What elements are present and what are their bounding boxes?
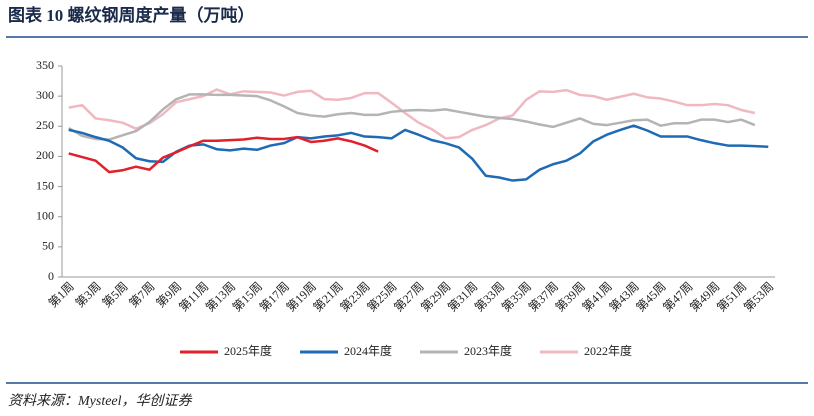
series-line: [68, 135, 379, 174]
x-tick-label: 第37周: [526, 279, 561, 314]
x-tick-label: 第17周: [257, 279, 292, 314]
y-tick-label: 100: [36, 208, 54, 222]
x-tick-label: 第33周: [472, 279, 507, 314]
x-tick-label: 第27周: [391, 279, 426, 314]
y-tick-label: 0: [48, 269, 54, 283]
x-tick-label: 第49周: [687, 279, 722, 314]
x-tick-label: 第43周: [606, 279, 641, 314]
chart-title: 图表 10 螺纹钢周度产量（万吨）: [8, 5, 255, 25]
x-tick-label: 第51周: [714, 279, 749, 314]
y-tick-label: 50: [42, 239, 54, 253]
x-tick-label: 第35周: [499, 279, 534, 314]
series-line: [68, 88, 756, 140]
x-tick-label: 第1周: [46, 279, 77, 310]
x-tick-label: 第15周: [230, 279, 265, 314]
x-tick-label: 第21周: [310, 279, 345, 314]
y-tick-label: 350: [36, 58, 54, 72]
series-line: [68, 93, 756, 141]
x-tick-label: 第23周: [337, 279, 372, 314]
y-tick-label: 150: [36, 178, 54, 192]
x-tick-label: 第5周: [99, 279, 130, 310]
x-tick-label: 第3周: [73, 279, 104, 310]
x-tick-label: 第19周: [284, 279, 319, 314]
source: 资料来源：Mysteel，华创证券: [8, 393, 193, 409]
x-tick-label: 第7周: [126, 279, 157, 310]
legend-label: 2025年度: [224, 343, 272, 358]
x-tick-label: 第29周: [418, 279, 453, 314]
x-tick-label: 第25周: [364, 279, 399, 314]
y-tick-label: 250: [36, 118, 54, 132]
legend-label: 2023年度: [464, 343, 512, 358]
x-tick-label: 第47周: [660, 279, 695, 314]
x-tick-label: 第41周: [580, 279, 615, 314]
y-tick-label: 200: [36, 148, 54, 162]
x-tick-label: 第53周: [741, 279, 776, 314]
x-tick-label: 第31周: [445, 279, 480, 314]
y-tick-label: 300: [36, 88, 54, 102]
x-tick-label: 第13周: [203, 279, 238, 314]
x-tick-label: 第45周: [633, 279, 668, 314]
x-tick-label: 第39周: [553, 279, 588, 314]
legend-label: 2024年度: [344, 343, 392, 358]
legend-label: 2022年度: [584, 343, 632, 358]
